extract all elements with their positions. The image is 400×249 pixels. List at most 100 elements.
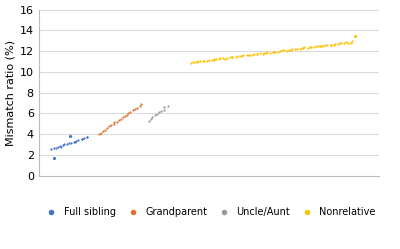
- Point: [270, 50, 276, 54]
- Point: [48, 147, 54, 151]
- Point: [237, 54, 244, 58]
- Point: [345, 41, 351, 45]
- Point: [307, 45, 314, 49]
- Point: [123, 113, 130, 117]
- Point: [297, 47, 303, 51]
- Point: [324, 44, 330, 48]
- Point: [257, 51, 264, 55]
- Point: [187, 61, 194, 65]
- Point: [161, 105, 167, 109]
- Point: [204, 59, 210, 63]
- Point: [328, 43, 334, 47]
- Point: [240, 53, 246, 57]
- Point: [78, 137, 85, 141]
- Point: [154, 113, 161, 117]
- Point: [51, 156, 58, 160]
- Point: [106, 124, 112, 128]
- Point: [79, 136, 85, 140]
- Point: [305, 46, 311, 50]
- Point: [111, 120, 117, 124]
- Point: [337, 41, 343, 45]
- Point: [57, 144, 64, 148]
- Point: [104, 126, 110, 130]
- Point: [117, 117, 124, 121]
- Point: [206, 58, 212, 62]
- Point: [61, 142, 68, 146]
- Point: [261, 51, 268, 55]
- Point: [334, 42, 341, 46]
- Point: [66, 141, 72, 145]
- Point: [254, 52, 260, 56]
- Point: [114, 120, 120, 124]
- Point: [122, 114, 128, 118]
- Point: [314, 45, 321, 49]
- Point: [158, 109, 164, 113]
- Point: [70, 140, 77, 144]
- Point: [292, 47, 298, 51]
- Point: [213, 57, 220, 61]
- Point: [232, 55, 239, 59]
- Point: [301, 45, 308, 49]
- Point: [134, 106, 140, 110]
- Point: [192, 60, 198, 64]
- Point: [147, 117, 154, 121]
- Point: [229, 55, 236, 59]
- Point: [73, 139, 79, 143]
- Point: [328, 43, 334, 47]
- Point: [272, 50, 279, 54]
- Point: [156, 110, 162, 114]
- Point: [254, 52, 260, 56]
- Point: [208, 58, 215, 62]
- Point: [64, 142, 70, 146]
- Point: [322, 43, 328, 47]
- Point: [222, 57, 228, 61]
- Point: [284, 49, 290, 53]
- Point: [68, 141, 75, 145]
- Point: [199, 60, 206, 63]
- Point: [84, 135, 90, 139]
- Point: [308, 45, 314, 49]
- Point: [127, 110, 133, 114]
- Point: [194, 59, 201, 63]
- Point: [229, 55, 235, 59]
- Legend: Full sibling, Grandparent, Uncle/Aunt, Nonrelative: Full sibling, Grandparent, Uncle/Aunt, N…: [38, 203, 380, 221]
- Point: [338, 41, 345, 45]
- Point: [267, 51, 273, 55]
- Point: [288, 48, 294, 52]
- Point: [194, 60, 200, 64]
- Point: [246, 53, 252, 57]
- Point: [279, 48, 285, 52]
- Point: [318, 44, 324, 48]
- Point: [136, 104, 143, 108]
- Point: [149, 115, 156, 119]
- Point: [51, 146, 58, 150]
- Point: [200, 59, 207, 63]
- Point: [311, 45, 317, 49]
- Point: [190, 61, 196, 64]
- Point: [219, 56, 226, 60]
- Point: [348, 40, 355, 44]
- Point: [81, 136, 88, 140]
- Point: [52, 146, 59, 150]
- Point: [97, 131, 104, 135]
- Point: [275, 50, 282, 54]
- Point: [120, 115, 126, 119]
- Point: [262, 51, 269, 55]
- Point: [270, 50, 277, 54]
- Point: [300, 46, 306, 50]
- Point: [130, 109, 136, 113]
- Point: [84, 135, 90, 139]
- Point: [317, 44, 324, 48]
- Point: [146, 119, 152, 123]
- Point: [108, 123, 114, 127]
- Point: [75, 138, 82, 142]
- Point: [313, 44, 320, 48]
- Point: [60, 143, 66, 147]
- Point: [276, 49, 283, 53]
- Point: [223, 56, 230, 60]
- Point: [138, 102, 144, 106]
- Point: [72, 140, 78, 144]
- Point: [197, 59, 204, 63]
- Point: [58, 144, 65, 148]
- Point: [348, 41, 354, 45]
